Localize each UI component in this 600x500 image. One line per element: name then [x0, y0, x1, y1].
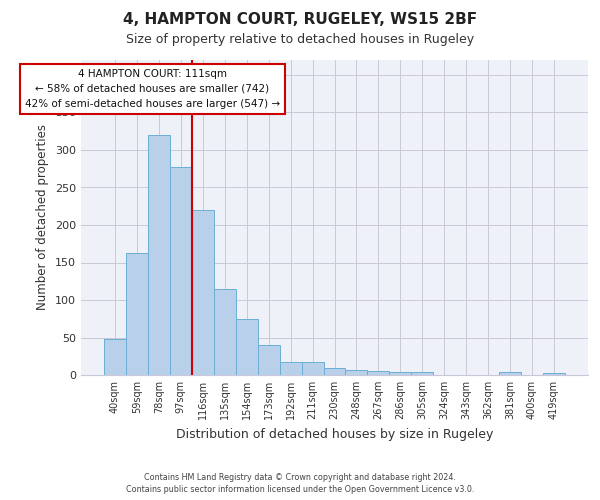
Bar: [543, 373, 565, 375]
Bar: [280, 362, 302, 375]
Text: Size of property relative to detached houses in Rugeley: Size of property relative to detached ho…: [126, 32, 474, 46]
Bar: [412, 372, 433, 375]
Text: 4 HAMPTON COURT: 111sqm
← 58% of detached houses are smaller (742)
42% of semi-d: 4 HAMPTON COURT: 111sqm ← 58% of detache…: [25, 69, 280, 108]
Bar: [126, 253, 148, 375]
Text: 4, HAMPTON COURT, RUGELEY, WS15 2BF: 4, HAMPTON COURT, RUGELEY, WS15 2BF: [123, 12, 477, 28]
Bar: [214, 289, 236, 375]
Bar: [257, 345, 280, 375]
Bar: [192, 210, 214, 375]
X-axis label: Distribution of detached houses by size in Rugeley: Distribution of detached houses by size …: [176, 428, 493, 440]
Bar: [104, 339, 126, 375]
Y-axis label: Number of detached properties: Number of detached properties: [37, 124, 49, 310]
Text: Contains HM Land Registry data © Crown copyright and database right 2024.
Contai: Contains HM Land Registry data © Crown c…: [126, 472, 474, 494]
Bar: [170, 167, 192, 375]
Bar: [302, 362, 323, 375]
Bar: [236, 319, 257, 375]
Bar: [367, 371, 389, 375]
Bar: [323, 368, 346, 375]
Bar: [499, 372, 521, 375]
Bar: [148, 135, 170, 375]
Bar: [389, 372, 412, 375]
Bar: [346, 370, 367, 375]
